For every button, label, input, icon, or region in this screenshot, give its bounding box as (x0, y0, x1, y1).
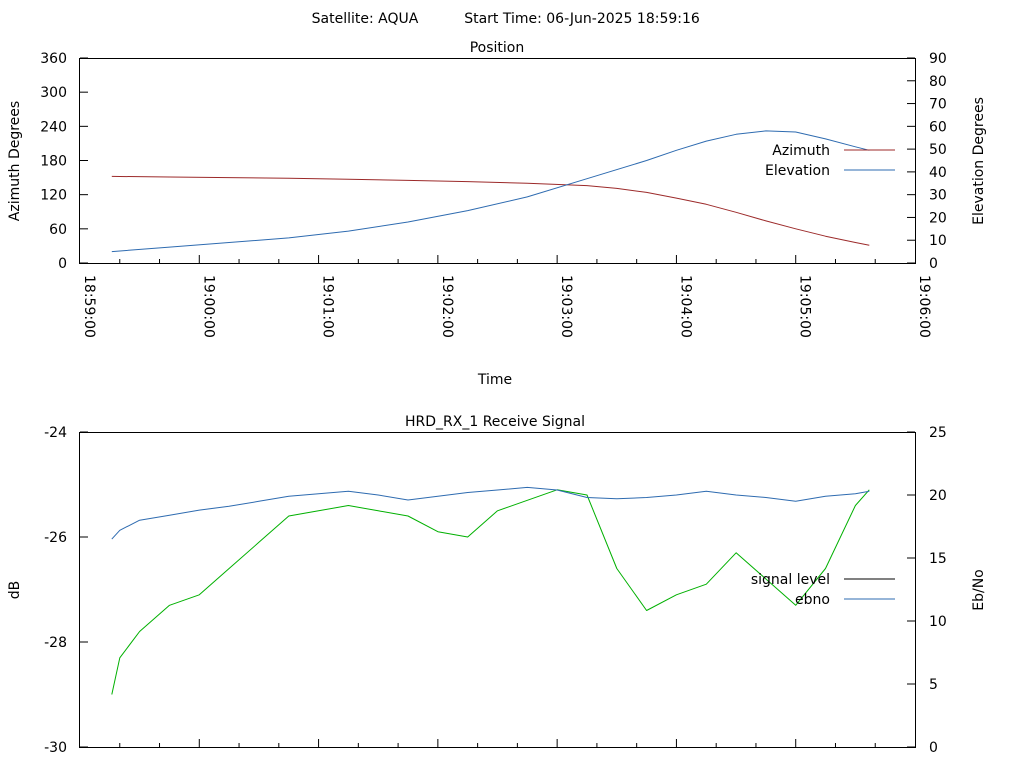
y2-tick-label: 80 (929, 74, 947, 90)
signal-level-line (111, 489, 870, 695)
y-tick-label: 60 (49, 222, 67, 238)
legend-label: signal level (751, 572, 830, 588)
y-tick-label: 0 (58, 256, 67, 272)
y2-tick-label: 70 (929, 97, 947, 113)
legend-label: Elevation (765, 163, 830, 179)
y2-tick-label: 50 (929, 142, 947, 158)
azimuth-line (111, 175, 870, 246)
position-plot-frame (79, 58, 916, 264)
legend-label: Azimuth (772, 143, 830, 159)
x-tick-label: 19:02:00 (439, 275, 455, 338)
position-xlabel: Time (477, 372, 512, 388)
y2-tick-label: 15 (929, 551, 947, 567)
y2-tick-label: 90 (929, 51, 947, 67)
position-y2label: Elevation Degrees (971, 97, 987, 225)
x-tick-label: 19:06:00 (916, 275, 932, 338)
elevation-line (111, 130, 870, 253)
y2-tick-label: 25 (929, 425, 947, 441)
signal-series (111, 486, 870, 695)
y2-tick-label: 20 (929, 488, 947, 504)
position-chart: Position Azimuth Degrees Elevation Degre… (7, 40, 987, 388)
signal-axes: -30 -28 -26 -24 0 5 10 15 20 25 (44, 425, 947, 756)
y-tick-label: -26 (44, 530, 67, 546)
start-time-label: Start Time: 06-Jun-2025 18:59:16 (464, 11, 700, 27)
satellite-label: Satellite: AQUA (312, 11, 419, 27)
y2-tick-label: 40 (929, 165, 947, 181)
signal-y2label: Eb/No (971, 569, 987, 611)
y-tick-label: 180 (40, 154, 67, 170)
signal-legend: signal level ebno (751, 572, 895, 608)
y2-tick-label: 5 (929, 677, 938, 693)
y-tick-label: 120 (40, 188, 67, 204)
signal-chart-title: HRD_RX_1 Receive Signal (405, 414, 585, 430)
position-chart-title: Position (470, 40, 525, 56)
y-tick-label: 360 (40, 51, 67, 67)
y-tick-label: 240 (40, 119, 67, 135)
ebno-line (111, 486, 870, 540)
x-tick-label: 19:03:00 (558, 275, 574, 338)
signal-chart: HRD_RX_1 Receive Signal dB Eb/No -30-28-… (7, 414, 987, 756)
x-tick-label: 19:01:00 (320, 275, 336, 338)
position-series (111, 130, 870, 253)
y-tick-label: -24 (44, 425, 67, 441)
x-tick-label: 18:59:00 (81, 275, 97, 338)
y-tick-label: -30 (44, 740, 67, 756)
y-tick-label: 300 (40, 85, 67, 101)
signal-plot-frame (79, 432, 916, 748)
y2-tick-label: 20 (929, 210, 947, 226)
signal-ylabel: dB (7, 581, 23, 600)
position-axes: 18:59:00 19:00:00 19:01:00 19:02:00 19:03:00… (40, 51, 947, 338)
legend-label: ebno (795, 592, 830, 608)
y-tick-label: -28 (44, 635, 67, 651)
y2-tick-label: 0 (929, 256, 938, 272)
y2-tick-label: 10 (929, 233, 947, 249)
y2-tick-label: 60 (929, 119, 947, 135)
y2-tick-label: 10 (929, 614, 947, 630)
y2-tick-label: 30 (929, 188, 947, 204)
x-tick-label: 19:04:00 (677, 275, 693, 338)
y2-tick-label: 0 (929, 740, 938, 756)
position-legend: Azimuth Elevation (765, 143, 895, 179)
x-tick-label: 19:00:00 (200, 275, 216, 338)
x-tick-label: 19:05:00 (797, 275, 813, 338)
position-ylabel: Azimuth Degrees (7, 101, 23, 221)
